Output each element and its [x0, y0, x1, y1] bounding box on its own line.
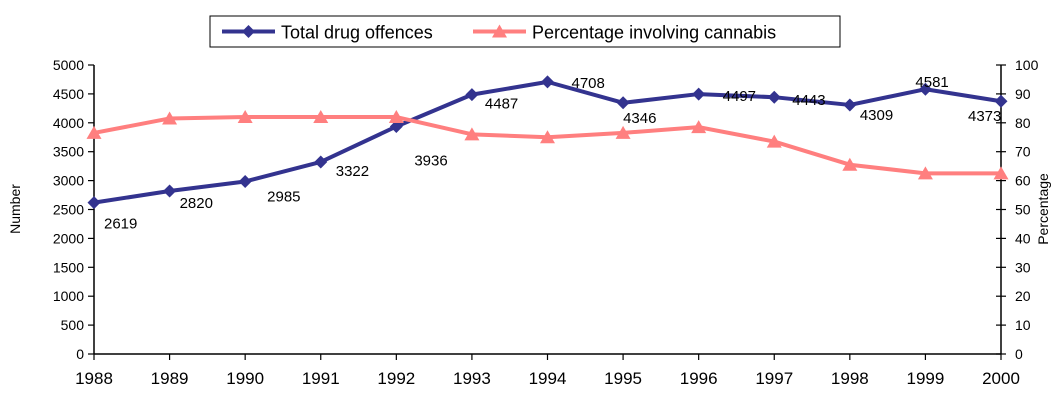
- data-label: 4497: [723, 88, 756, 105]
- x-tick-label: 1996: [680, 369, 718, 388]
- data-point: [86, 125, 102, 139]
- y2-tick-label: 10: [1015, 317, 1031, 333]
- y-tick-label: 1500: [53, 259, 84, 275]
- y2-tick-label: 90: [1015, 86, 1031, 102]
- data-point: [389, 119, 403, 133]
- data-point: [767, 90, 781, 104]
- x-tick-label: 1992: [377, 369, 415, 388]
- data-point: [540, 130, 555, 144]
- data-point: [993, 166, 1009, 180]
- y-tick-label: 4000: [53, 115, 84, 131]
- data-point: [464, 127, 480, 141]
- data-point: [615, 125, 631, 139]
- data-point: [616, 96, 630, 110]
- data-point: [163, 184, 177, 198]
- x-tick-label: 1993: [453, 369, 491, 388]
- y2-tick-label: 20: [1015, 288, 1031, 304]
- x-tick-label: 1990: [226, 369, 264, 388]
- data-point: [917, 166, 933, 180]
- x-tick-label: 1997: [755, 369, 793, 388]
- data-point: [843, 98, 857, 112]
- data-label: 4708: [572, 75, 605, 92]
- y-tick-label: 4500: [53, 86, 84, 102]
- y2-tick-label: 50: [1015, 202, 1031, 218]
- data-label: 3936: [414, 152, 447, 169]
- data-point: [691, 120, 707, 134]
- data-point: [162, 111, 178, 125]
- data-point: [766, 134, 782, 148]
- x-tick-label: 1994: [529, 369, 567, 388]
- data-point: [313, 110, 329, 124]
- data-label: 3322: [336, 163, 369, 180]
- y-tick-label: 0: [76, 346, 84, 362]
- legend-marker-series-2: [492, 24, 507, 38]
- y2-tick-label: 60: [1015, 173, 1031, 189]
- y2-tick-label: 70: [1015, 144, 1031, 160]
- data-point: [994, 94, 1008, 108]
- y2-tick-label: 40: [1015, 230, 1031, 246]
- y-tick-label: 2500: [53, 202, 84, 218]
- x-tick-label: 1995: [604, 369, 642, 388]
- y2-tick-label: 80: [1015, 115, 1031, 131]
- data-point: [314, 155, 328, 169]
- data-point: [842, 157, 858, 171]
- plot-area: 0500100015002000250030003500400045005000…: [53, 57, 1039, 388]
- data-point: [238, 174, 252, 188]
- legend-marker-series-1: [242, 25, 255, 38]
- data-label: 2619: [104, 216, 137, 233]
- x-tick-label: 1999: [907, 369, 945, 388]
- y2-tick-label: 100: [1015, 57, 1039, 73]
- y2-axis-title: Percentage: [1035, 173, 1051, 245]
- data-point: [87, 196, 101, 210]
- y2-tick-label: 30: [1015, 259, 1031, 275]
- y2-tick-label: 0: [1015, 346, 1023, 362]
- data-point: [465, 88, 479, 102]
- data-point: [541, 75, 554, 89]
- y-tick-label: 3000: [53, 173, 84, 189]
- y-tick-label: 5000: [53, 57, 84, 73]
- data-point: [692, 87, 706, 101]
- data-label: 4309: [860, 107, 893, 124]
- data-label: 4443: [792, 92, 825, 109]
- y-axis-title: Number: [7, 184, 23, 234]
- data-label: 4487: [485, 96, 518, 113]
- x-tick-label: 1989: [151, 369, 189, 388]
- x-tick-label: 1988: [75, 369, 113, 388]
- data-label: 4373: [968, 108, 1001, 125]
- legend: Total drug offences Percentage involving…: [209, 15, 841, 48]
- data-label: 4581: [915, 74, 948, 91]
- x-tick-label: 2000: [982, 369, 1020, 388]
- x-tick-label: 1991: [302, 369, 340, 388]
- data-label: 2985: [267, 188, 300, 205]
- data-point: [237, 110, 253, 124]
- x-tick-label: 1998: [831, 369, 869, 388]
- legend-label-series-2: Percentage involving cannabis: [532, 23, 776, 43]
- data-label: 4346: [623, 110, 656, 127]
- y-tick-label: 500: [61, 317, 85, 333]
- legend-label-series-1: Total drug offences: [281, 23, 433, 43]
- y-tick-label: 1000: [53, 288, 84, 304]
- y-tick-label: 3500: [53, 144, 84, 160]
- data-label: 2820: [180, 195, 213, 212]
- series-line-2: [93, 115, 1001, 176]
- data-point: [918, 82, 932, 96]
- y-tick-label: 2000: [53, 230, 84, 246]
- data-point: [388, 110, 404, 124]
